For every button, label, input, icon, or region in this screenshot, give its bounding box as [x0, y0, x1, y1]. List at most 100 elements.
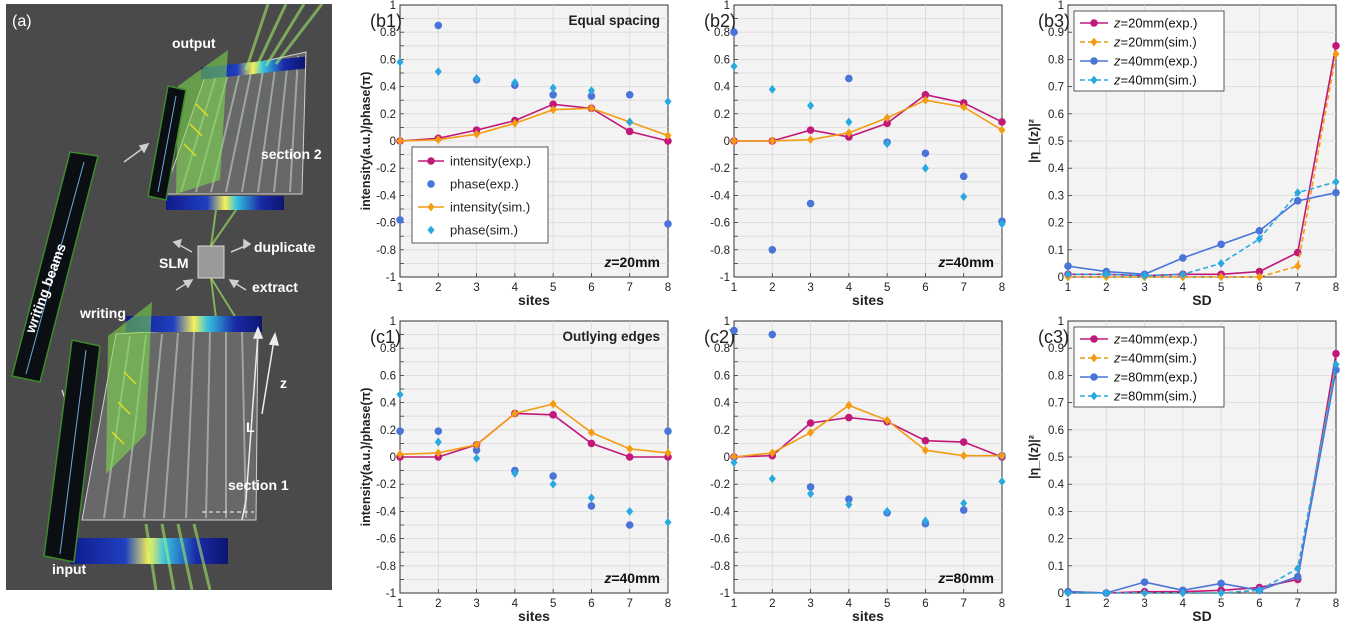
y-tick-label: -0.8 [376, 561, 396, 573]
x-tick-label: 6 [1256, 282, 1262, 294]
data-point [806, 199, 815, 208]
data-point [549, 83, 557, 93]
series-4 [730, 61, 1006, 229]
data-point [434, 67, 442, 77]
x-tick-label: 3 [473, 598, 479, 610]
x-tick-label: 7 [1295, 598, 1301, 610]
legend-marker [1090, 75, 1098, 85]
legend-label: z=80mm(sim.) [1113, 389, 1197, 404]
data-point [1217, 588, 1225, 598]
series-2 [396, 427, 672, 529]
series-4 [396, 390, 672, 527]
data-point [768, 474, 776, 484]
y-tick-label: 0.4 [714, 398, 731, 410]
y-axis-label: intensity(a.u.)/phase(π) [359, 72, 373, 211]
x-tick-label: 3 [807, 598, 813, 610]
legend-marker [1090, 57, 1098, 65]
data-point [664, 97, 672, 106]
data-point [473, 129, 481, 139]
legend-label: z=40mm(sim.) [1113, 351, 1197, 366]
data-point [845, 400, 853, 410]
data-point [1141, 271, 1149, 281]
series-line [1068, 364, 1337, 594]
data-point [845, 74, 853, 83]
label-section-1: section 1 [228, 477, 289, 493]
y-tick-label: -0.8 [376, 245, 396, 257]
y-tick-label: -0.2 [376, 479, 396, 491]
y-tick-label: 0.2 [1048, 534, 1064, 546]
data-point [1141, 588, 1149, 598]
legend-marker [1090, 391, 1098, 401]
data-point [549, 105, 557, 115]
y-tick-label: 0 [724, 452, 730, 464]
x-tick-label: 4 [846, 598, 853, 610]
series-3 [396, 399, 672, 459]
y-tick-label: 0.8 [714, 27, 730, 39]
data-point [768, 330, 777, 339]
panel-label: (c2) [704, 327, 735, 347]
data-point [1255, 272, 1263, 282]
y-tick-label: -1 [720, 588, 730, 600]
legend-label: intensity(sim.) [450, 200, 530, 215]
data-point [549, 472, 557, 480]
x-tick-label: 1 [1065, 598, 1071, 610]
data-point [1332, 42, 1340, 50]
data-point [1102, 588, 1110, 598]
data-point [1293, 197, 1302, 205]
data-point [845, 500, 853, 510]
data-point [549, 411, 557, 419]
series-4 [396, 57, 672, 127]
y-tick-label: -0.6 [710, 534, 730, 546]
schematic-panel: (a) output section 2 duplicate SLM extra… [6, 4, 332, 590]
y-tick-label: 0.2 [714, 425, 730, 437]
data-point [664, 448, 672, 458]
x-tick-label: 4 [1180, 598, 1187, 610]
data-point [1332, 177, 1340, 187]
data-point [921, 149, 930, 158]
y-tick-label: 0 [390, 452, 396, 464]
y-tick-label: 0.2 [1048, 218, 1064, 230]
data-point [396, 427, 404, 435]
y-axis-label: |η_l(z)|² [1027, 119, 1041, 163]
y-tick-label: -0.4 [710, 506, 730, 518]
x-tick-label: 1 [1065, 282, 1071, 294]
x-tick-label: 6 [588, 282, 594, 294]
data-point [1255, 226, 1264, 235]
data-point [730, 61, 738, 71]
data-point [587, 439, 596, 448]
y-axis-label: |η_l(z)|² [1027, 435, 1041, 479]
y-tick-label: 0.8 [714, 343, 730, 355]
legend-label: intensity(exp.) [450, 154, 531, 169]
x-tick-label: 7 [627, 282, 633, 294]
y-tick-label: 0.6 [714, 370, 730, 382]
data-point [587, 103, 595, 113]
legend-label: z=80mm(exp.) [1113, 370, 1197, 385]
data-point [473, 453, 481, 463]
data-point [921, 445, 929, 455]
series-line [733, 404, 1002, 458]
y-tick-label: 0 [390, 136, 396, 148]
label-input: input [52, 561, 87, 577]
data-point [998, 219, 1006, 229]
data-point [883, 415, 891, 425]
annotation-text: Outlying edges [562, 329, 660, 344]
data-point [998, 477, 1006, 486]
series-3 [396, 103, 672, 146]
data-point [1332, 360, 1340, 369]
x-axis-label: sites [518, 292, 550, 308]
y-tick-label: 0.4 [714, 82, 731, 94]
x-tick-label: 3 [473, 282, 479, 294]
y-tick-label: 1 [724, 0, 730, 12]
x-tick-label: 3 [807, 282, 813, 294]
legend-marker [427, 157, 435, 165]
data-point [396, 216, 404, 224]
y-tick-label: -0.6 [376, 534, 396, 546]
data-point [396, 449, 404, 459]
x-axis-label: sites [518, 608, 550, 624]
panel-label: (c1) [370, 327, 401, 347]
y-tick-label: 1 [390, 0, 396, 12]
data-point [1332, 49, 1340, 59]
series-4 [730, 458, 1006, 526]
data-point [998, 125, 1006, 135]
data-point [960, 498, 968, 508]
